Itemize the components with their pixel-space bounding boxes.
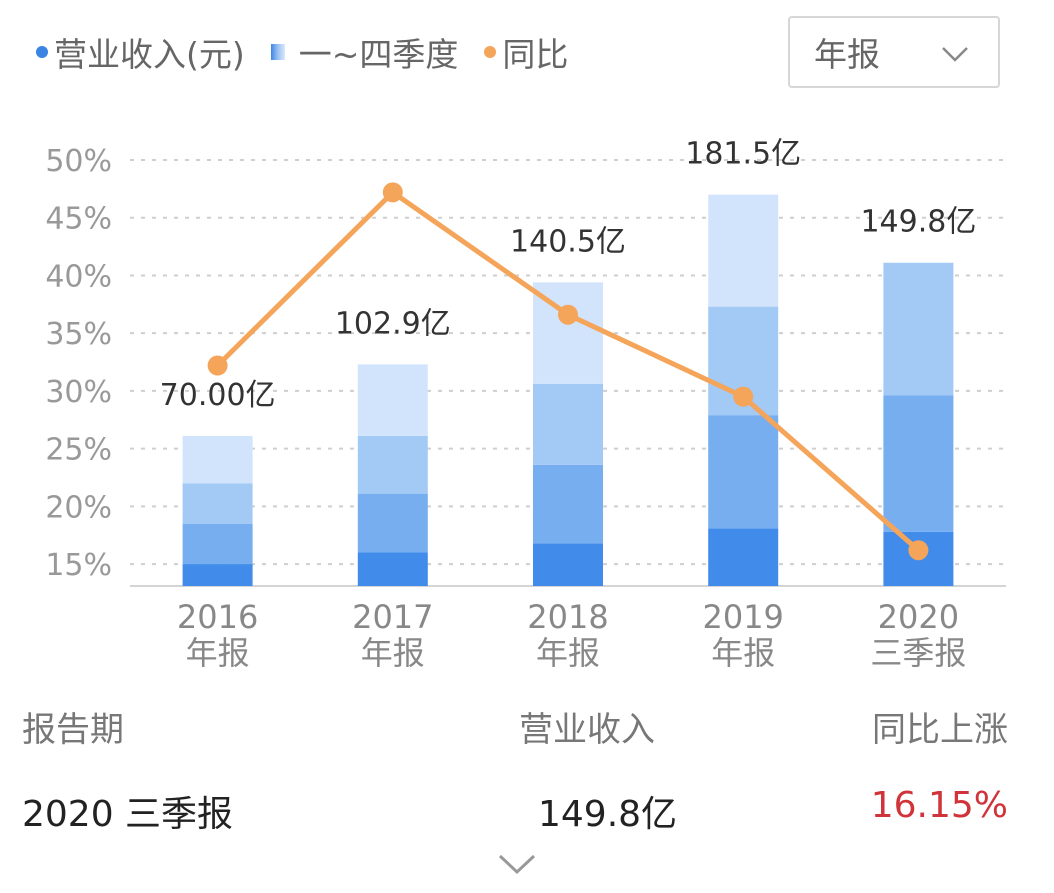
y-tick-label: 50% (45, 144, 112, 179)
legend-label-quarters: 一~四季度 (298, 35, 459, 74)
table-header-period: 报告期 (22, 710, 124, 750)
y-axis-ticks: 50% 45% 40% 35% 30% 25% 20% 15% (45, 144, 112, 583)
bar-segment-q3 (883, 262, 954, 396)
bar-segment-q2 (357, 493, 428, 553)
x-tick-label: 三季报 (870, 634, 966, 672)
period-select[interactable]: 年报 (788, 16, 1000, 88)
yoy-line (207, 182, 929, 561)
x-tick-label: 年报 (536, 634, 600, 672)
x-tick-label: 年报 (361, 634, 425, 672)
bar-segment-q4 (357, 364, 428, 436)
yoy-point (733, 386, 754, 407)
table-header-yoy: 同比上涨 (872, 710, 1008, 750)
bar-segment-q3 (357, 435, 428, 494)
bar-segment-q2 (708, 415, 779, 529)
legend-item-quarters[interactable]: 一~四季度 (270, 28, 459, 76)
bar-segment-q1 (182, 564, 253, 586)
bar-value-label: 140.5亿 (510, 224, 626, 259)
x-tick-label: 2020 (878, 598, 959, 636)
bar-segment-q2 (533, 464, 603, 544)
y-tick-label: 40% (45, 259, 112, 294)
bar-segment-q4 (182, 435, 253, 484)
bar-value-label: 149.8亿 (860, 205, 976, 240)
legend-label-revenue: 营业收入(元) (54, 35, 245, 74)
table-cell-yoy: 16.15% (870, 785, 1008, 826)
table-header-revenue: 营业收入 (519, 710, 655, 750)
bar-segment-q3 (533, 383, 603, 465)
x-tick-label: 2016 (177, 598, 258, 636)
bar-segment-q2 (883, 395, 954, 532)
period-select-value: 年报 (814, 35, 880, 74)
bar-value-label: 181.5亿 (685, 137, 801, 172)
yoy-point (558, 304, 578, 325)
bar-segment-q1 (357, 552, 428, 586)
x-tick-label: 2019 (702, 598, 783, 636)
y-tick-label: 15% (45, 548, 112, 583)
expand-chevron-icon[interactable] (496, 848, 538, 878)
x-tick-label: 年报 (186, 634, 250, 672)
x-tick-label: 年报 (711, 634, 775, 672)
yoy-point (908, 540, 929, 561)
yoy-point (207, 355, 228, 376)
y-tick-label: 20% (45, 490, 112, 525)
bar-segment-q4 (708, 194, 779, 307)
legend-dot-blue-icon (36, 46, 48, 58)
y-tick-label: 35% (45, 317, 112, 352)
revenue-chart: 50% 45% 40% 35% 30% 25% 20% 15% 70.00亿 102.9亿 140… (45, 137, 1006, 672)
legend-label-yoy: 同比 (502, 35, 569, 74)
chart-legend: 营业收入(元) 一~四季度 同比 (36, 30, 594, 74)
bar-segment-q1 (533, 543, 603, 586)
y-tick-label: 45% (45, 202, 112, 237)
bar-segment-q2 (182, 523, 253, 565)
bar-value-label: 70.00亿 (160, 378, 276, 413)
y-tick-label: 25% (45, 433, 112, 468)
bar-segment-q3 (182, 483, 253, 524)
bar-value-labels: 70.00亿 102.9亿 140.5亿 181.5亿 149.8亿 (160, 137, 977, 413)
legend-gradient-swatch-icon (270, 44, 285, 60)
table-cell-revenue: 149.8亿 (538, 794, 678, 835)
yoy-point (382, 182, 403, 203)
legend-item-yoy[interactable]: 同比 (484, 28, 568, 76)
chevron-down-icon (942, 47, 968, 62)
x-tick-label: 2017 (352, 598, 433, 636)
table-cell-period: 2020 三季报 (22, 794, 234, 835)
grid-lines (130, 159, 1006, 587)
bar-value-label: 102.9亿 (335, 306, 451, 341)
bar-segment-q1 (708, 528, 779, 586)
y-tick-label: 30% (45, 375, 112, 410)
bars (182, 194, 954, 586)
x-tick-label: 2018 (527, 598, 608, 636)
legend-item-revenue[interactable]: 营业收入(元) (36, 28, 245, 76)
legend-dot-orange-icon (484, 46, 497, 58)
